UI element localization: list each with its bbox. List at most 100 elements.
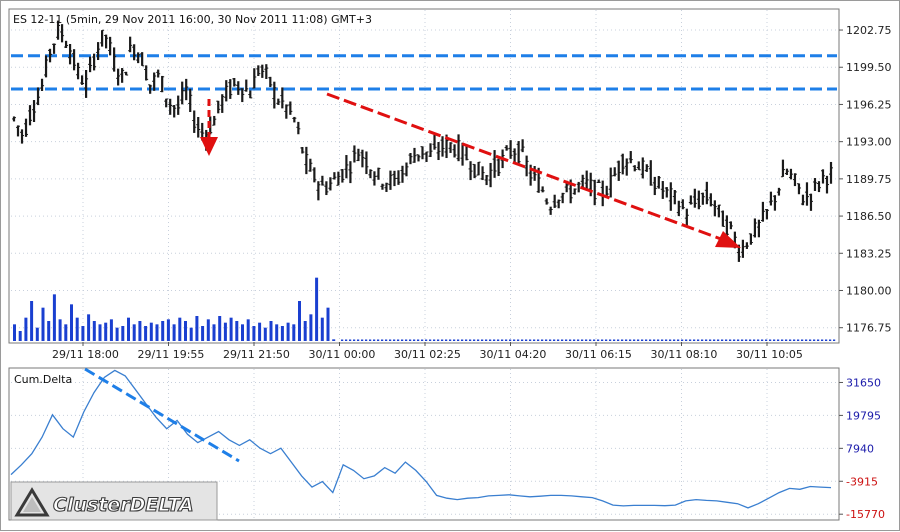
volume-bar: [801, 339, 804, 341]
volume-bar: [481, 339, 484, 341]
volume-bar: [533, 339, 536, 341]
volume-bar: [320, 317, 324, 341]
volume-bar: [349, 339, 352, 341]
volume-bar: [433, 339, 436, 341]
time-axis: 29/11 18:00 29/11 19:55 29/11 21:50 30/11 0…: [52, 342, 803, 361]
volume-bar: [569, 339, 572, 341]
volume-bar: [457, 339, 460, 341]
volume-bar: [341, 339, 344, 341]
volume-bar: [645, 339, 648, 341]
volume-bar: [657, 339, 660, 341]
price-tick-label: 1196.25: [846, 98, 892, 111]
volume-bar: [361, 339, 364, 341]
delta-tick-label: 19795: [846, 409, 881, 422]
volume-bar: [121, 326, 125, 341]
volume-bar: [189, 327, 193, 341]
volume-bar: [47, 321, 51, 341]
volume-bar: [529, 339, 532, 341]
volume-bar: [132, 324, 136, 341]
volume-bar: [789, 339, 792, 341]
volume-bar: [581, 339, 584, 341]
volume-bar: [469, 339, 472, 341]
price-tick-label: 1202.75: [846, 24, 892, 37]
volume-bar: [777, 339, 780, 341]
volume-bar: [745, 339, 748, 341]
price-tick-label: 1176.75: [846, 322, 892, 335]
chart-title: ES 12-11 (5min, 29 Nov 2011 16:00, 30 No…: [13, 13, 372, 26]
volume-bar: [81, 326, 85, 341]
volume-bar: [453, 339, 456, 341]
volume-bar: [441, 339, 444, 341]
price-tick-label: 1193.00: [846, 136, 892, 149]
volume-bar: [513, 339, 516, 341]
delta-tick-label: 7940: [846, 442, 874, 455]
volume-bar: [813, 339, 816, 341]
volume-bar: [833, 339, 836, 341]
volume-bar: [115, 327, 119, 341]
volume-bar: [229, 317, 233, 341]
volume-bar: [393, 339, 396, 341]
volume-bar: [737, 339, 740, 341]
volume-bar: [409, 339, 412, 341]
volume-bar: [144, 326, 148, 341]
logo-triangle-icon: [14, 487, 50, 517]
volume-bar: [661, 339, 664, 341]
volume-bar: [557, 339, 560, 341]
volume-bar: [18, 331, 22, 341]
volume-bar: [757, 339, 760, 341]
volume-bar: [127, 317, 130, 341]
volume-bar: [223, 322, 227, 341]
volume-bar: [377, 339, 380, 341]
volume-bar: [429, 339, 432, 341]
time-tick-label: 29/11 21:50: [223, 348, 290, 361]
volume-bar: [326, 307, 330, 341]
volume-bar: [725, 339, 728, 341]
volume-bar: [405, 339, 408, 341]
volume-bar: [309, 314, 313, 341]
volume-bar: [385, 339, 388, 341]
volume-bar: [473, 339, 476, 341]
volume-bar: [821, 339, 824, 341]
trend-arrow-shaft: [326, 92, 722, 241]
volume-bar: [573, 339, 576, 341]
delta-tick-label: -3915: [846, 475, 878, 488]
volume-bar: [705, 339, 708, 341]
volume-bar: [212, 324, 216, 341]
delta-trend-line: [84, 367, 240, 463]
volume-bar: [621, 339, 624, 341]
time-tick-label: 30/11 04:20: [480, 348, 547, 361]
candlestick-series: [12, 20, 833, 262]
volume-bar: [829, 339, 832, 341]
volume-bar: [585, 339, 588, 341]
price-tick-label: 1189.75: [846, 173, 892, 186]
cum-delta-title: Cum.Delta: [14, 373, 72, 386]
volume-bar: [413, 339, 416, 341]
volume-bar: [525, 339, 528, 341]
volume-bar: [545, 339, 548, 341]
volume-bar: [517, 339, 520, 341]
grid-lines: [11, 10, 837, 519]
volume-bar: [665, 339, 668, 341]
volume-bar: [769, 339, 772, 341]
volume-bar: [721, 339, 724, 341]
volume-bar: [201, 326, 205, 341]
volume-bar: [155, 324, 159, 341]
volume-bar: [421, 339, 424, 341]
volume-bar: [809, 339, 812, 341]
volume-bar: [303, 321, 307, 341]
volume-bar: [172, 324, 176, 341]
volume-bar: [332, 339, 336, 341]
logo-inner-triangle: [23, 497, 41, 512]
volume-bar: [206, 319, 210, 341]
delta-tick-label: -15770: [846, 508, 885, 521]
time-tick-label: 30/11 02:25: [394, 348, 461, 361]
volume-bar: [505, 339, 508, 341]
volume-bar: [817, 339, 820, 341]
volume-bar: [677, 339, 680, 341]
volume-bar: [553, 339, 556, 341]
volume-bar: [275, 324, 279, 341]
volume-bar: [365, 339, 368, 341]
volume-bar: [425, 339, 428, 341]
